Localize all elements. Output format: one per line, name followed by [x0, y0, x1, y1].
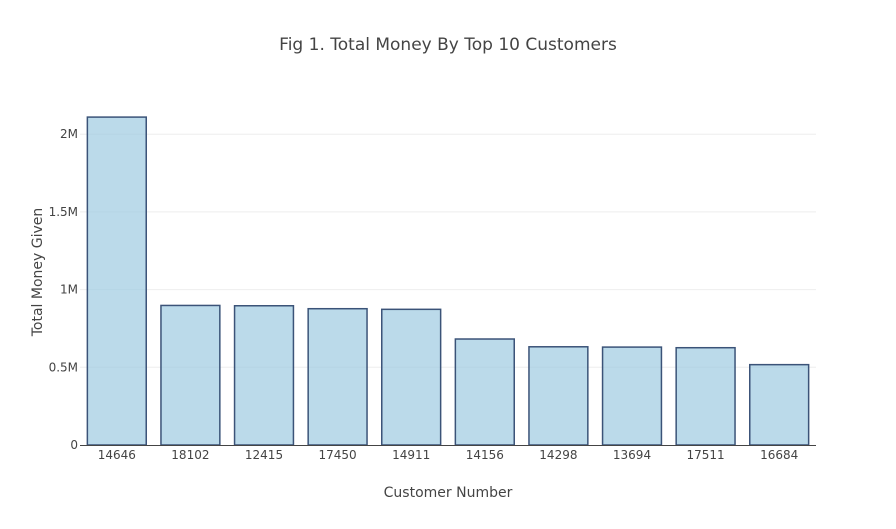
x-tick-label: 14911: [392, 448, 430, 462]
bar-17511[interactable]: [675, 346, 736, 446]
x-tick-label: 14298: [539, 448, 577, 462]
bar-14646[interactable]: [86, 116, 147, 446]
bar-14911[interactable]: [381, 308, 442, 446]
x-tick-label: 13694: [613, 448, 651, 462]
x-tick-label: 14156: [466, 448, 504, 462]
bar-18102[interactable]: [160, 304, 221, 446]
x-tick-labels: 14646 18102 12415 17450 14911 14156 14298 13694…: [98, 448, 799, 462]
x-tick-label: 17450: [319, 448, 357, 462]
bar-14298[interactable]: [528, 346, 589, 446]
y-tick-label: 0: [70, 438, 78, 452]
y-axis-title: Total Money Given: [30, 208, 46, 338]
chart-title: Fig 1. Total Money By Top 10 Customers: [279, 35, 617, 55]
y-tick-label: 0.5M: [49, 360, 78, 374]
x-tick-label: 17511: [687, 448, 725, 462]
y-tick-label: 2M: [60, 127, 78, 141]
bar-17450[interactable]: [307, 307, 368, 446]
x-tick-label: 16684: [760, 448, 798, 462]
x-tick-label: 14646: [98, 448, 136, 462]
x-axis-title: Customer Number: [384, 485, 513, 501]
y-tick-labels: 0 0.5M 1M 1.5M 2M: [49, 127, 78, 452]
bar-13694[interactable]: [601, 346, 663, 446]
bar-14156[interactable]: [454, 338, 515, 446]
x-tick-label: 18102: [171, 448, 209, 462]
bar-16684[interactable]: [749, 363, 810, 446]
x-tick-label: 12415: [245, 448, 283, 462]
y-tick-label: 1M: [60, 283, 78, 297]
bars: [86, 116, 810, 446]
bar-12415[interactable]: [233, 305, 295, 446]
y-tick-label: 1.5M: [49, 205, 78, 219]
